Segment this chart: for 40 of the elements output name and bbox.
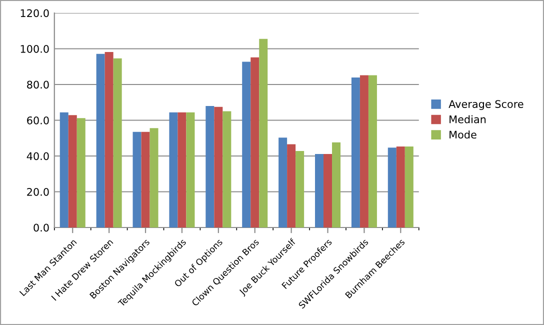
bar bbox=[360, 75, 368, 228]
legend-label: Mode bbox=[450, 130, 476, 139]
bar bbox=[104, 52, 114, 228]
bar bbox=[60, 112, 68, 228]
bar bbox=[250, 57, 260, 228]
bar bbox=[178, 112, 186, 228]
bar bbox=[324, 154, 332, 228]
bar bbox=[315, 154, 324, 228]
bar bbox=[287, 144, 296, 228]
bar bbox=[296, 150, 304, 228]
bar bbox=[351, 78, 360, 228]
bar bbox=[113, 58, 122, 228]
y-tick-label: 80.0 bbox=[27, 80, 49, 89]
bar bbox=[169, 112, 178, 228]
bar bbox=[76, 118, 86, 228]
bar bbox=[206, 106, 214, 228]
y-tick-label: 60.0 bbox=[27, 116, 49, 124]
bar bbox=[332, 142, 341, 228]
y-tick-label: 40.0 bbox=[26, 152, 49, 160]
bar bbox=[214, 106, 223, 228]
bar bbox=[68, 115, 77, 228]
legend-label: Median bbox=[450, 115, 486, 124]
bar bbox=[278, 138, 288, 228]
y-tick-label: 100.0 bbox=[20, 44, 49, 53]
bar bbox=[388, 148, 396, 228]
y-tick-label: 20.0 bbox=[27, 188, 49, 196]
bar bbox=[368, 75, 377, 228]
bar bbox=[96, 54, 105, 228]
bar bbox=[259, 38, 268, 228]
bar bbox=[404, 146, 414, 228]
bar bbox=[396, 146, 405, 228]
bar bbox=[132, 132, 142, 228]
bar bbox=[150, 128, 158, 228]
bar bbox=[242, 62, 251, 228]
bar bbox=[222, 111, 232, 228]
legend-label: Average Score bbox=[448, 100, 524, 110]
y-tick-label: 120.0 bbox=[20, 9, 49, 18]
bar bbox=[186, 112, 195, 228]
y-tick-label: 0.0 bbox=[34, 224, 49, 232]
bar bbox=[141, 132, 150, 228]
